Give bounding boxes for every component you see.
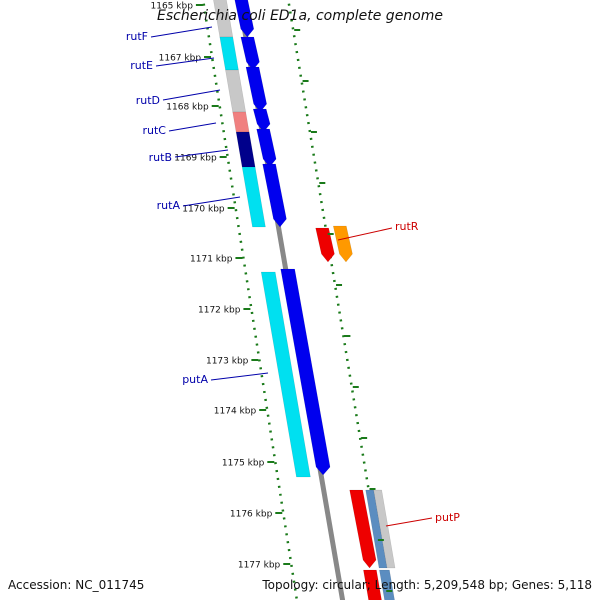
gene-feature-15 xyxy=(260,271,311,478)
map-title: Escherichia coli ED1a, complete genome xyxy=(157,8,443,24)
gene-label-leader xyxy=(174,149,229,158)
kbp-tick-label: 1175 kbp xyxy=(222,459,265,469)
gene-feature-14 xyxy=(332,225,353,263)
gene-label-rutE: rutE xyxy=(130,59,153,72)
gene-feature-13 xyxy=(315,227,335,263)
gene-label-rutB: rutB xyxy=(149,151,172,164)
kbp-tick-label: 1168 kbp xyxy=(166,103,209,113)
kbp-tick-label: 1169 kbp xyxy=(174,154,217,164)
kbp-tick-label: 1170 kbp xyxy=(182,205,225,215)
kbp-tick-label: 1171 kbp xyxy=(190,255,233,265)
gene-feature-12 xyxy=(262,163,287,228)
gene-feature-21 xyxy=(379,569,395,600)
kbp-tick-label: 1167 kbp xyxy=(159,54,202,64)
gene-label-rutF: rutF xyxy=(126,30,148,43)
gene-label-rutR: rutR xyxy=(395,220,419,233)
kbp-tick-label: 1176 kbp xyxy=(230,510,273,520)
gene-feature-19 xyxy=(373,489,396,569)
gene-label-leader xyxy=(155,57,215,67)
gene-label-rutA: rutA xyxy=(157,199,181,212)
gene-label-rutD: rutD xyxy=(136,94,160,107)
gene-label-leader xyxy=(168,122,217,132)
gene-label-leader xyxy=(150,26,213,38)
gene-feature-10 xyxy=(256,128,277,168)
gene-label-leader xyxy=(182,196,241,207)
gene-feature-2 xyxy=(234,0,255,38)
gene-label-putP: putP xyxy=(435,511,460,524)
gene-label-leader xyxy=(162,89,221,101)
gene-label-leader xyxy=(210,372,269,381)
gene-feature-20 xyxy=(363,569,382,600)
gene-label-putA: putA xyxy=(182,373,208,386)
gene-feature-16 xyxy=(280,268,331,476)
accession-label: Accession: NC_011745 xyxy=(8,578,145,592)
gene-feature-8 xyxy=(252,108,271,133)
gene-label-leader xyxy=(337,227,393,241)
gene-label-rutC: rutC xyxy=(143,124,167,137)
gene-label-leader xyxy=(385,517,433,527)
kbp-tick-label: 1173 kbp xyxy=(206,357,249,367)
kbp-tick-label: 1165 kbp xyxy=(151,2,194,12)
kbp-tick-label: 1177 kbp xyxy=(238,561,281,571)
kbp-tick-label: 1174 kbp xyxy=(214,407,257,417)
gene-feature-11 xyxy=(241,166,266,228)
gene-feature-6 xyxy=(245,66,267,113)
gene-feature-4 xyxy=(240,36,260,71)
genome-summary: Topology: circular; Length: 5,209,548 bp… xyxy=(262,578,592,592)
gene-feature-17 xyxy=(349,489,377,569)
kbp-tick-label: 1172 kbp xyxy=(198,306,241,316)
